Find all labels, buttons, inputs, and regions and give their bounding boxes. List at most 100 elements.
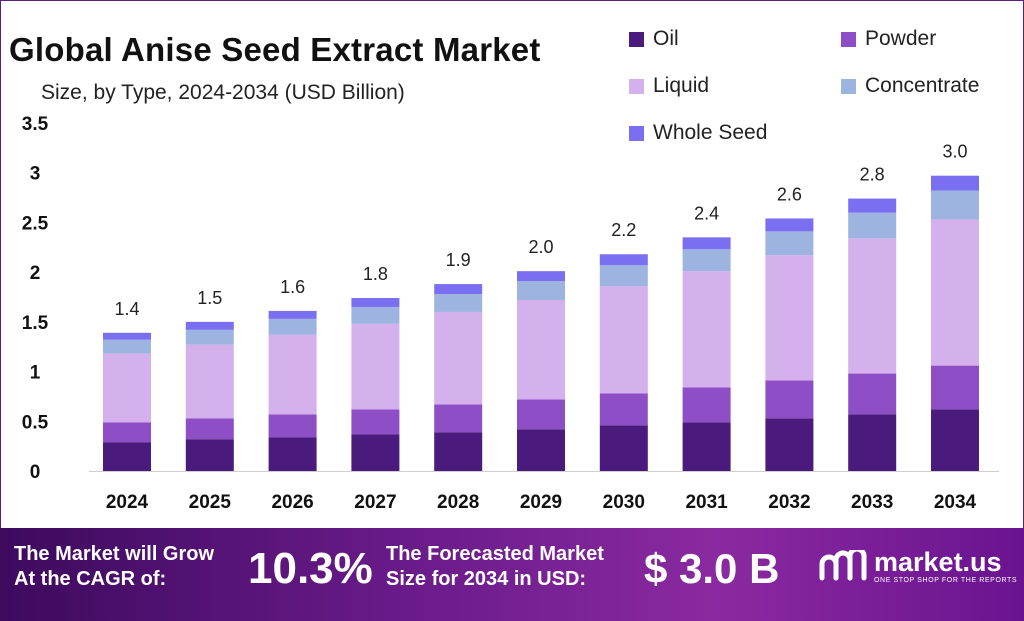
x-tick-label: 2024	[106, 492, 149, 513]
brand-name: market.us	[874, 547, 1002, 577]
bar-segment-whole-seed	[931, 175, 979, 191]
bar-segment-powder	[931, 365, 979, 410]
legend-swatch-powder	[841, 31, 856, 47]
legend-item-concentrate: Concentrate	[841, 74, 979, 98]
forecast-label-line2: Size for 2034 in USD:	[386, 568, 587, 590]
legend-swatch-liquid	[629, 78, 644, 94]
bar-segment-whole-seed	[268, 310, 317, 319]
y-tick-label: 2.5	[22, 213, 49, 234]
bar-total-label: 2.4	[694, 203, 719, 223]
bar-total-label: 2.6	[777, 184, 802, 204]
bar-segment-whole-seed	[185, 321, 234, 330]
bar-segment-whole-seed	[517, 271, 565, 282]
bar-segment-whole-seed	[103, 332, 151, 340]
x-tick-label: 2033	[851, 492, 893, 513]
legend-label-powder: Powder	[865, 27, 937, 50]
bar-segment-whole-seed	[351, 297, 400, 307]
bar-segment-powder	[185, 418, 234, 440]
bar-segment-whole-seed	[848, 198, 897, 213]
bar-total-label: 2.0	[528, 237, 553, 257]
chart-title: Global Anise Seed Extract Market	[9, 31, 541, 68]
forecast-value: $ 3.0 B	[644, 545, 780, 592]
bar-segment-concentrate	[599, 265, 648, 287]
legend: Oil Powder Liquid Concentrate Whole Seed	[629, 27, 1019, 157]
x-tick-label: 2027	[354, 492, 396, 513]
bar-segment-powder	[351, 409, 400, 435]
forecast-label-line1: The Forecasted Market	[386, 543, 604, 565]
brand-logo[interactable]: market.us ONE STOP SHOP FOR THE REPORTS	[818, 548, 1017, 585]
bar-segment-liquid	[848, 238, 897, 374]
bar-segment-liquid	[185, 344, 234, 419]
legend-swatch-concentrate	[841, 78, 856, 94]
legend-item-whole-seed: Whole Seed	[629, 121, 767, 145]
legend-swatch-whole-seed	[629, 125, 644, 141]
x-tick-label: 2025	[189, 492, 232, 513]
bar-segment-liquid	[765, 255, 814, 381]
bar-total-label: 1.9	[446, 250, 471, 270]
bar-segment-powder	[765, 380, 814, 419]
bar-segment-powder	[517, 399, 565, 430]
bar-segment-liquid	[931, 219, 979, 366]
bar-total-label: 1.5	[197, 288, 222, 308]
bar-segment-powder	[268, 414, 317, 438]
bar-segment-concentrate	[351, 306, 400, 324]
legend-label-oil: Oil	[653, 27, 679, 50]
bar-total-label: 2.8	[860, 165, 885, 185]
market-us-logo-icon	[819, 549, 867, 580]
x-tick-label: 2031	[685, 492, 728, 513]
y-tick-label: 2	[30, 263, 41, 284]
legend-label-concentrate: Concentrate	[865, 74, 980, 97]
bar-total-label: 2.2	[611, 220, 636, 240]
bar-segment-liquid	[268, 334, 317, 415]
bar-segment-concentrate	[765, 231, 814, 256]
bar-segment-concentrate	[517, 281, 565, 300]
brand-text: market.us ONE STOP SHOP FOR THE REPORTS	[874, 548, 1017, 585]
bar-segment-whole-seed	[434, 284, 483, 295]
bar-total-label: 3.0	[942, 142, 967, 162]
legend-label-whole-seed: Whole Seed	[653, 121, 768, 144]
bar-segment-concentrate	[848, 212, 897, 239]
summary-banner: The Market will Grow At the CAGR of: 10.…	[0, 528, 1024, 621]
bar-total-label: 1.6	[280, 277, 305, 297]
y-tick-label: 0.5	[22, 412, 49, 433]
cagr-value: 10.3%	[248, 544, 373, 593]
bar-segment-concentrate	[682, 249, 731, 272]
legend-item-liquid: Liquid	[629, 74, 709, 98]
bar-segment-whole-seed	[765, 218, 814, 232]
legend-swatch-oil	[629, 31, 644, 47]
x-tick-label: 2028	[437, 492, 479, 513]
x-tick-label: 2034	[934, 492, 977, 513]
x-tick-label: 2032	[768, 492, 810, 513]
bar-total-label: 1.4	[114, 299, 139, 319]
legend-item-powder: Powder	[841, 27, 936, 51]
brand-tagline: ONE STOP SHOP FOR THE REPORTS	[874, 577, 1018, 584]
bar-segment-oil	[103, 442, 151, 471]
y-tick-label: 0	[30, 462, 41, 483]
bar-segment-liquid	[599, 286, 648, 394]
bar-segment-oil	[268, 437, 317, 471]
bar-segment-powder	[848, 373, 897, 415]
bar-segment-oil	[185, 439, 234, 471]
bar-segment-oil	[599, 425, 648, 471]
cagr-label-line1: The Market will Grow	[14, 543, 215, 565]
bar-segment-concentrate	[268, 318, 317, 335]
cagr-label-line2: At the CAGR of:	[14, 568, 167, 590]
y-tick-label: 3.5	[22, 114, 49, 135]
bar-segment-powder	[103, 422, 151, 443]
y-tick-label: 1.5	[22, 313, 49, 334]
bar-segment-powder	[434, 404, 483, 433]
cagr-label: The Market will Grow At the CAGR of:	[14, 542, 214, 592]
bar-segment-oil	[765, 418, 814, 471]
bar-segment-oil	[682, 422, 731, 471]
bar-segment-oil	[931, 409, 979, 471]
bar-segment-powder	[682, 387, 731, 423]
bar-segment-powder	[599, 393, 648, 426]
bar-segment-whole-seed	[599, 254, 648, 266]
stacked-bar-chart: 0 0.5 1 1.5 2 2.5 3 3.5 1.4 2024 1.5 2025 1.6 2026 1.8…	[22, 114, 999, 513]
bar-segment-liquid	[682, 271, 731, 388]
legend-label-liquid: Liquid	[653, 74, 710, 97]
bar-segment-liquid	[351, 323, 400, 410]
bar-segment-whole-seed	[682, 237, 731, 250]
x-tick-label: 2030	[603, 492, 645, 513]
